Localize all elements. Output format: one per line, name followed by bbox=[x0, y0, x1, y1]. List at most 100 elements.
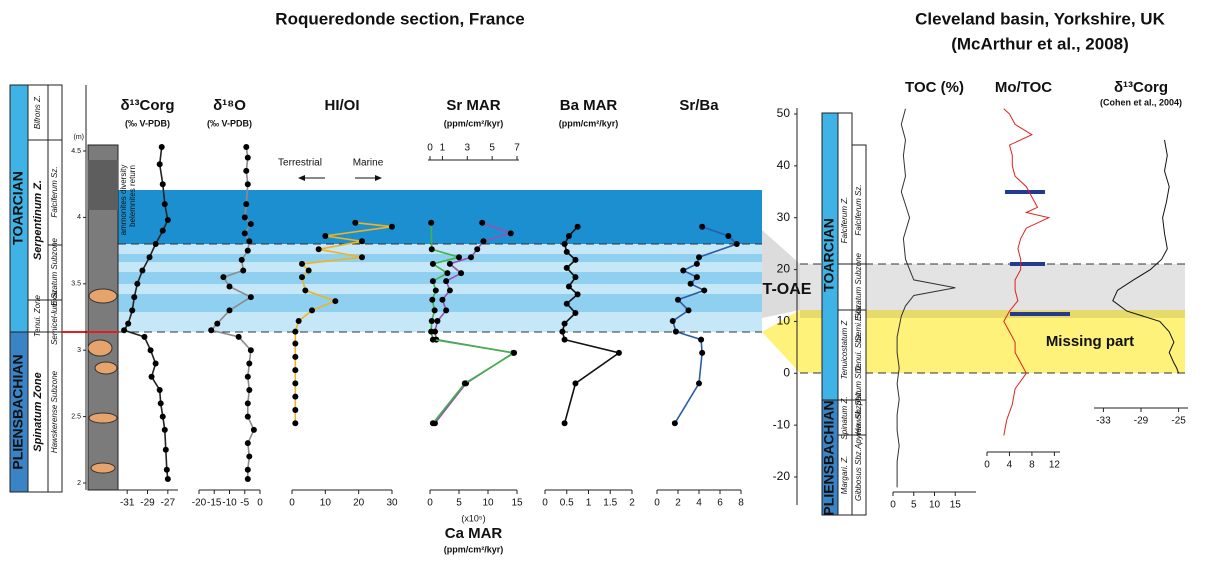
data-point bbox=[240, 267, 247, 274]
x-tick-label: 1 bbox=[586, 498, 592, 509]
data-point bbox=[243, 144, 250, 151]
data-point bbox=[244, 181, 251, 188]
y-tick-label: 2.5 bbox=[71, 413, 81, 420]
data-point bbox=[572, 310, 579, 317]
data-point bbox=[429, 278, 436, 285]
zone-label: Spinatum Z. bbox=[840, 396, 849, 439]
data-point bbox=[559, 328, 566, 335]
data-point bbox=[246, 387, 253, 394]
panel-title: Ba MAR bbox=[560, 97, 618, 114]
data-point bbox=[474, 246, 481, 253]
panel-title: Sr MAR bbox=[446, 97, 500, 114]
x-tick-label: 2 bbox=[629, 498, 635, 509]
x-tick-label: 5 bbox=[911, 500, 917, 511]
y-tick-label: 40 bbox=[777, 158, 791, 172]
data-point bbox=[443, 278, 450, 285]
annotation: ammonites diversity bbox=[119, 165, 128, 236]
subzone-label: Semicel-lum Sz. bbox=[50, 287, 59, 345]
y-tick-label: 3 bbox=[77, 347, 81, 354]
y-tick-label: 10 bbox=[777, 314, 791, 328]
x-tick-label: -10 bbox=[222, 498, 237, 509]
x-tick-label: 10 bbox=[482, 498, 494, 509]
x-tick-label: -15 bbox=[207, 498, 222, 509]
subzone-label: Gibbosus Sbz. bbox=[854, 449, 863, 501]
data-point bbox=[468, 254, 475, 261]
band-yellow-dark bbox=[800, 310, 1185, 318]
data-point bbox=[220, 274, 227, 281]
data-point bbox=[244, 400, 251, 407]
x-tick-label: -31 bbox=[120, 498, 135, 509]
data-point bbox=[572, 380, 579, 387]
x-tick-label: 15 bbox=[950, 500, 962, 511]
data-point bbox=[439, 296, 446, 303]
data-point bbox=[244, 373, 251, 380]
data-point bbox=[687, 280, 694, 287]
x-tick-label: -20 bbox=[192, 498, 207, 509]
panel-title: δ¹³Corg bbox=[120, 97, 174, 114]
data-point bbox=[292, 393, 299, 400]
data-point bbox=[125, 320, 132, 327]
subzone-column bbox=[47, 84, 63, 493]
data-point bbox=[574, 223, 581, 230]
x-tick-label: 1.5 bbox=[603, 498, 617, 509]
x-tick-label: 4 bbox=[1007, 460, 1013, 471]
data-point bbox=[244, 413, 251, 420]
data-point bbox=[244, 247, 251, 254]
annotation: belemnites return bbox=[128, 165, 137, 227]
x2-tick-label: 1 bbox=[440, 143, 446, 154]
data-point bbox=[131, 294, 138, 301]
band-stripe bbox=[118, 294, 762, 312]
x-tick-label: 12 bbox=[1049, 460, 1061, 471]
data-point bbox=[563, 248, 570, 255]
data-point bbox=[429, 260, 436, 267]
section-title: Cleveland basin, Yorkshire, UK bbox=[915, 9, 1165, 28]
data-point bbox=[572, 274, 579, 281]
x2-tick-label: 0 bbox=[427, 143, 433, 154]
data-point bbox=[148, 373, 155, 380]
data-point bbox=[156, 387, 163, 394]
panel-units: (‰ V-PDB) bbox=[125, 118, 170, 128]
x-tick-label: 15 bbox=[511, 498, 523, 509]
data-point bbox=[238, 256, 245, 263]
data-point bbox=[214, 320, 221, 327]
data-point bbox=[159, 227, 166, 234]
data-point bbox=[244, 466, 251, 473]
data-point bbox=[241, 214, 248, 221]
panel-title: TOC (%) bbox=[905, 79, 964, 96]
x-tick-label: 20 bbox=[353, 498, 365, 509]
data-point bbox=[299, 274, 305, 281]
data-point bbox=[244, 440, 251, 447]
subzone-label: Exaratum Subzone bbox=[50, 237, 59, 306]
data-point bbox=[295, 317, 302, 324]
x-tick-label: 0 bbox=[654, 498, 660, 509]
y-tick-label: -10 bbox=[773, 417, 791, 431]
y-tick-label: 3.5 bbox=[71, 281, 81, 288]
data-point bbox=[565, 232, 572, 239]
panel-title: HI/OI bbox=[324, 97, 359, 114]
x-tick-label: 0 bbox=[289, 498, 295, 509]
profile-line bbox=[1003, 108, 1051, 436]
data-point bbox=[693, 260, 700, 267]
data-point bbox=[479, 219, 486, 226]
data-point bbox=[572, 256, 579, 263]
data-point bbox=[292, 367, 299, 374]
data-point bbox=[292, 420, 299, 427]
zone-label: Tenui. Zone bbox=[33, 294, 42, 337]
band-stripe bbox=[118, 254, 762, 262]
panel-units: (ppm/cm²/kyr) bbox=[559, 118, 619, 128]
data-point bbox=[461, 380, 468, 387]
y-tick-label: 4.5 bbox=[71, 148, 81, 155]
x-tick-label: 4 bbox=[696, 498, 702, 509]
data-point bbox=[431, 307, 438, 314]
y-tick-label: 20 bbox=[777, 262, 791, 276]
data-point bbox=[156, 161, 163, 168]
data-point bbox=[129, 307, 136, 314]
nodule bbox=[87, 339, 113, 357]
data-point bbox=[158, 144, 165, 151]
data-point bbox=[250, 426, 257, 433]
x2-tick-label: 7 bbox=[514, 143, 520, 154]
zone-label: Margari. Z. bbox=[840, 456, 849, 495]
connector-yellow bbox=[762, 310, 800, 373]
zone-label: Serpentinum Z. bbox=[32, 180, 44, 260]
data-point bbox=[428, 219, 435, 226]
